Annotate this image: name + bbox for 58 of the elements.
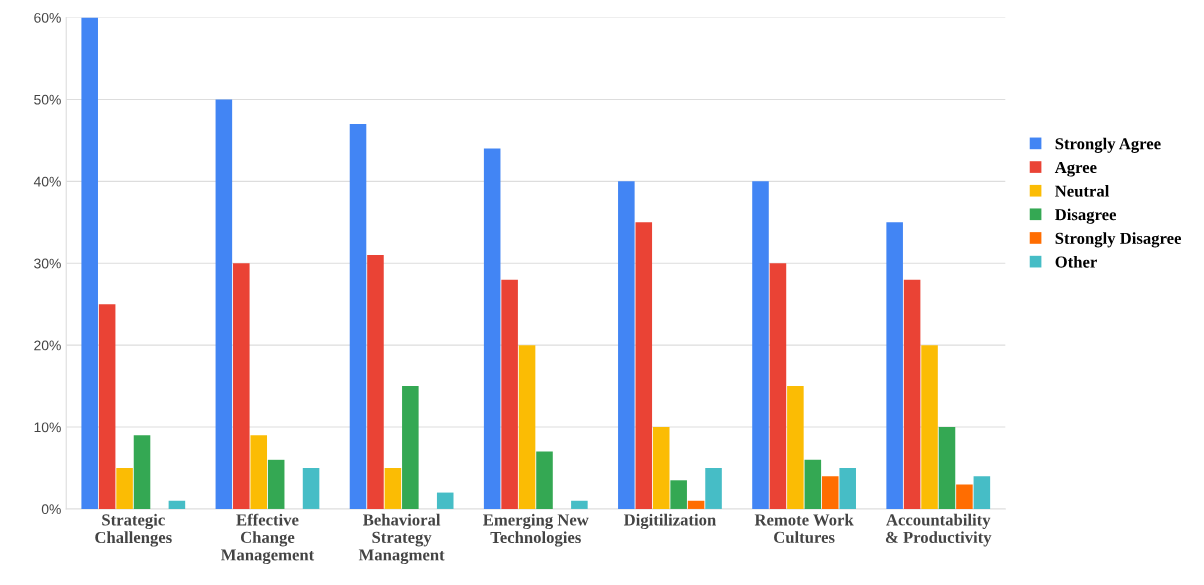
bar bbox=[652, 427, 670, 509]
legend-label: Other bbox=[1055, 255, 1097, 268]
legend-label: Neutral bbox=[1055, 185, 1110, 197]
bar bbox=[436, 492, 454, 509]
x-tick-label: Behavioral Strategy Managment bbox=[358, 513, 445, 565]
bar bbox=[804, 459, 822, 509]
y-tick-label: 0% bbox=[41, 504, 61, 515]
x-tick-label: Effective Change Management bbox=[221, 513, 315, 565]
legend-label: Strongly Disagree bbox=[1055, 232, 1182, 248]
bar bbox=[839, 468, 856, 509]
y-tick-label: 30% bbox=[34, 258, 61, 269]
bar bbox=[821, 476, 839, 509]
bar bbox=[168, 500, 186, 509]
y-tick-label: 60% bbox=[34, 12, 61, 23]
bar bbox=[886, 222, 903, 509]
bar bbox=[752, 181, 769, 509]
bar bbox=[536, 451, 553, 509]
bar bbox=[938, 427, 956, 509]
bar bbox=[215, 99, 233, 509]
bar bbox=[670, 480, 687, 509]
bar bbox=[687, 500, 705, 509]
bar bbox=[367, 255, 384, 509]
x-tick-label: Strategic Challenges bbox=[95, 513, 172, 547]
x-tick-label: Accountability & Productivity bbox=[885, 513, 992, 547]
legend-label: Agree bbox=[1054, 161, 1097, 177]
bar bbox=[233, 263, 250, 509]
bar bbox=[618, 181, 635, 509]
bar bbox=[571, 500, 588, 509]
bar bbox=[483, 148, 501, 509]
legend-label: Strongly Agree bbox=[1055, 137, 1161, 153]
bar bbox=[973, 476, 991, 509]
bar bbox=[921, 345, 938, 509]
y-tick-label: 20% bbox=[34, 340, 61, 351]
x-tick-label: Remote Work Cultures bbox=[754, 513, 854, 544]
bar bbox=[116, 468, 133, 509]
bar bbox=[705, 468, 722, 509]
bar bbox=[956, 484, 973, 509]
bar bbox=[501, 279, 518, 509]
bar bbox=[250, 435, 268, 509]
bar bbox=[384, 468, 402, 509]
x-tick-label: Emerging New Technologies bbox=[483, 513, 589, 547]
y-tick-label: 40% bbox=[33, 176, 61, 187]
x-tick-label: Digitilization bbox=[623, 513, 716, 530]
bar bbox=[302, 468, 320, 509]
bar bbox=[769, 263, 787, 509]
bar bbox=[98, 304, 116, 509]
y-tick-label: 10% bbox=[34, 422, 61, 433]
bar bbox=[903, 279, 921, 509]
bar bbox=[635, 222, 653, 509]
y-tick-label: 50% bbox=[34, 94, 61, 105]
bar bbox=[349, 124, 367, 509]
bar bbox=[81, 17, 98, 509]
legend-label: Disagree bbox=[1055, 208, 1117, 224]
bar bbox=[518, 345, 536, 509]
bar bbox=[402, 386, 419, 509]
bar bbox=[133, 435, 151, 509]
bar bbox=[787, 386, 804, 509]
bar bbox=[267, 459, 285, 509]
